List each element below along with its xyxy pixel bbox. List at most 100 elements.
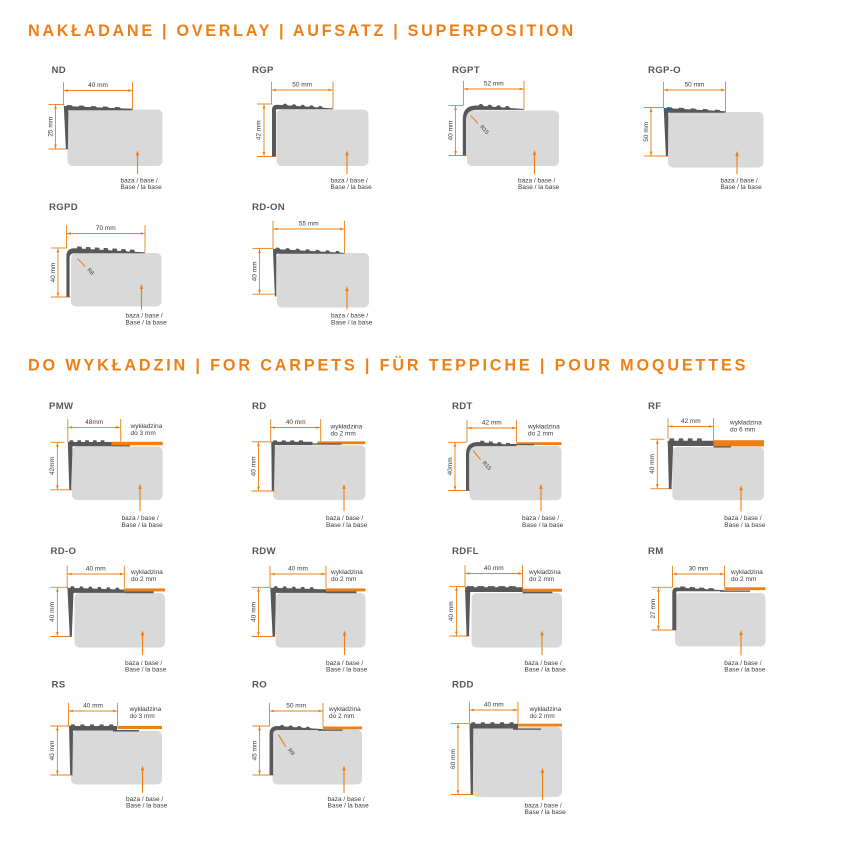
svg-text:27 mm: 27 mm [650,599,657,619]
svg-text:do 2 mm: do 2 mm [331,430,356,437]
svg-text:40 mm: 40 mm [251,261,258,281]
svg-text:baza / base /: baza / base / [326,515,363,522]
svg-text:42 mm: 42 mm [256,120,263,140]
svg-text:baza / base /: baza / base / [331,313,368,320]
svg-text:baza / base /: baza / base / [721,177,758,184]
svg-text:RD: RD [252,401,266,412]
svg-text:Base / la base: Base / la base [331,184,373,191]
svg-text:40 mm: 40 mm [86,566,106,573]
svg-text:RGPD: RGPD [49,202,78,213]
svg-text:RD-O: RD-O [51,546,77,557]
svg-text:Base / la base: Base / la base [328,803,370,810]
svg-text:40 mm: 40 mm [49,741,56,761]
svg-text:baza / base /: baza / base / [328,796,365,803]
svg-text:do 3 mm: do 3 mm [130,713,155,720]
svg-text:RGPT: RGPT [452,65,480,76]
svg-text:Base / la base: Base / la base [724,667,766,674]
svg-text:wykładzina: wykładzina [130,569,163,576]
svg-text:40 mm: 40 mm [448,601,455,621]
svg-text:40 mm: 40 mm [50,263,57,283]
svg-text:do 2 mm: do 2 mm [530,713,555,720]
svg-text:wykładzina: wykładzina [330,423,363,430]
svg-text:Base / la base: Base / la base [724,522,766,529]
svg-text:40 mm: 40 mm [286,419,306,426]
svg-text:50 mm: 50 mm [643,122,650,142]
svg-text:40 mm: 40 mm [649,454,656,474]
svg-text:Base / la base: Base / la base [525,809,567,816]
svg-text:Base / la base: Base / la base [331,319,373,326]
svg-text:baza / base /: baza / base / [126,313,163,320]
svg-text:R9: R9 [286,748,295,757]
svg-text:Base / la base: Base / la base [326,667,368,674]
svg-text:40 mm: 40 mm [250,456,257,476]
svg-text:48mm: 48mm [85,419,103,426]
svg-text:40 mm: 40 mm [83,703,103,710]
svg-text:50 mm: 50 mm [292,82,312,89]
svg-text:Base / la base: Base / la base [721,184,763,191]
svg-text:wykładzina: wykładzina [328,706,361,713]
svg-text:40 mm: 40 mm [88,82,108,89]
svg-text:wykładzina: wykładzina [129,706,162,713]
svg-text:do 2 mm: do 2 mm [528,430,553,437]
svg-text:RDFL: RDFL [452,546,479,557]
svg-text:Base / la base: Base / la base [122,522,164,529]
svg-text:30 mm: 30 mm [689,566,709,573]
svg-text:baza / base /: baza / base / [724,660,761,667]
svg-text:baza / base /: baza / base / [326,660,363,667]
svg-text:Base / la base: Base / la base [126,803,168,810]
svg-text:wykładzina: wykładzina [527,423,560,430]
svg-text:RDT: RDT [452,401,473,412]
svg-text:RGP-O: RGP-O [648,65,681,76]
svg-text:NAKŁADANE | OVERLAY | AUFSATZ: NAKŁADANE | OVERLAY | AUFSATZ | SUPERPOS… [28,22,576,40]
svg-text:RD-ON: RD-ON [252,202,285,213]
svg-text:40 mm: 40 mm [484,702,504,709]
svg-text:Base / la base: Base / la base [125,667,167,674]
svg-text:50 mm: 50 mm [286,703,306,710]
svg-text:wykładzina: wykładzina [330,569,363,576]
svg-text:Base / la base: Base / la base [525,667,567,674]
svg-text:40mm: 40mm [447,457,454,475]
svg-text:wykładzina: wykładzina [130,423,163,430]
svg-text:baza / base /: baza / base / [724,515,761,522]
svg-text:R15: R15 [478,124,489,136]
svg-text:do 2 mm: do 2 mm [131,576,156,583]
svg-text:42mm: 42mm [49,457,56,475]
svg-text:40 mm: 40 mm [447,121,454,141]
svg-text:40 mm: 40 mm [250,602,257,622]
svg-text:do 3 mm: do 3 mm [131,430,156,437]
svg-text:42 mm: 42 mm [681,418,701,425]
svg-text:RGP: RGP [252,65,274,76]
svg-text:70 mm: 70 mm [96,225,116,232]
svg-text:PMW: PMW [49,401,74,412]
svg-text:RDD: RDD [452,679,474,690]
svg-text:55 mm: 55 mm [299,221,319,228]
svg-text:do 6 mm: do 6 mm [730,427,755,434]
svg-text:40 mm: 40 mm [484,565,504,572]
svg-text:baza / base /: baza / base / [126,796,163,803]
svg-text:Base / la base: Base / la base [326,522,368,529]
svg-text:do 2 mm: do 2 mm [329,713,354,720]
svg-text:42 mm: 42 mm [482,420,502,427]
svg-text:baza / base /: baza / base / [525,802,562,809]
svg-text:RM: RM [648,546,664,557]
svg-text:wykładzina: wykładzina [729,420,762,427]
svg-text:baza / base /: baza / base / [525,660,562,667]
svg-text:baza / base /: baza / base / [122,515,159,522]
svg-text:wykładzina: wykładzina [529,706,562,713]
svg-text:ND: ND [52,65,66,76]
svg-text:RDW: RDW [252,546,276,557]
svg-text:40 mm: 40 mm [288,566,308,573]
svg-text:60 mm: 60 mm [450,749,457,769]
svg-text:45 mm: 45 mm [251,741,258,761]
svg-text:baza / base /: baza / base / [331,177,368,184]
svg-text:RO: RO [252,679,267,690]
svg-text:Base / la base: Base / la base [522,522,564,529]
svg-text:baza / base /: baza / base / [522,515,559,522]
svg-text:25 mm: 25 mm [47,117,54,137]
svg-text:40 mm: 40 mm [49,602,56,622]
svg-text:50 mm: 50 mm [685,82,705,89]
svg-text:Base / la base: Base / la base [121,184,163,191]
svg-text:do 2 mm: do 2 mm [529,576,554,583]
svg-text:wykładzina: wykładzina [528,569,561,576]
svg-text:baza / base /: baza / base / [125,660,162,667]
